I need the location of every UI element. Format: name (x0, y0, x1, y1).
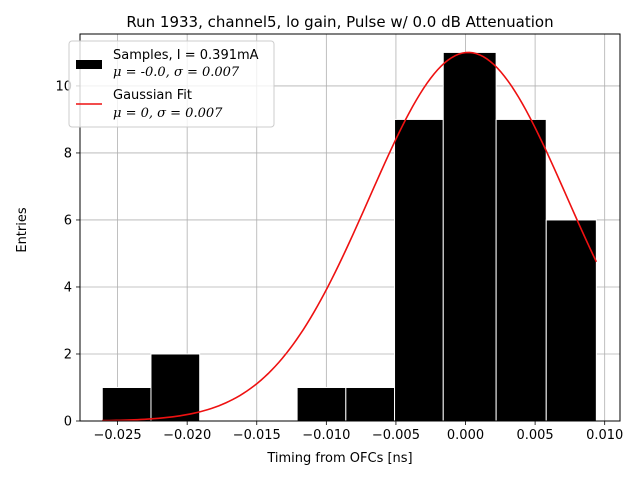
x-tick-label: −0.025 (94, 428, 142, 443)
legend-histogram-label: Samples, I = 0.391mA (113, 48, 259, 63)
legend-box (68, 40, 275, 128)
x-tick-label: 0.000 (447, 428, 484, 443)
histogram-bar (442, 51, 497, 422)
x-tick-label: −0.020 (163, 428, 211, 443)
y-tick-label: 4 (64, 280, 72, 295)
x-tick-label: 0.010 (586, 428, 623, 443)
legend-histogram-swatch (76, 60, 102, 69)
x-tick-label: −0.010 (302, 428, 350, 443)
x-axis-ticks: −0.025 −0.020 −0.015 −0.010 −0.005 0.000 0.005… (94, 421, 623, 443)
histogram-bar (345, 386, 396, 422)
legend: Samples, I = 0.391mA μ = -0.0, σ = 0.007… (68, 40, 275, 128)
y-tick-label: 6 (64, 213, 72, 228)
y-axis-ticks: 0 2 4 6 8 10 (55, 79, 80, 430)
histogram-bars (101, 51, 597, 422)
y-tick-label: 2 (64, 347, 72, 362)
legend-histogram-stats: μ = -0.0, σ = 0.007 (113, 65, 240, 80)
histogram-bar (101, 386, 152, 422)
legend-fit-stats: μ = 0, σ = 0.007 (113, 106, 223, 121)
y-tick-label: 0 (64, 415, 72, 430)
histogram-bar (495, 118, 547, 422)
gaussian-fit-line (102, 51, 598, 422)
chart-title: Run 1933, channel5, lo gain, Pulse w/ 0.… (126, 13, 553, 31)
y-tick-label: 10 (55, 79, 72, 94)
y-axis-label: Entries (15, 207, 30, 253)
histogram-bar (150, 353, 201, 422)
x-axis-label: Timing from OFCs [ns] (266, 451, 412, 466)
x-tick-label: −0.005 (372, 428, 420, 443)
x-tick-label: 0.005 (516, 428, 553, 443)
histogram-bar (394, 118, 444, 422)
histogram-bar (296, 386, 347, 422)
x-tick-label: −0.015 (233, 428, 281, 443)
legend-fit-label: Gaussian Fit (113, 88, 192, 103)
y-tick-label: 8 (64, 146, 72, 161)
histogram-bar (545, 219, 597, 422)
axes-frame (79, 33, 621, 422)
